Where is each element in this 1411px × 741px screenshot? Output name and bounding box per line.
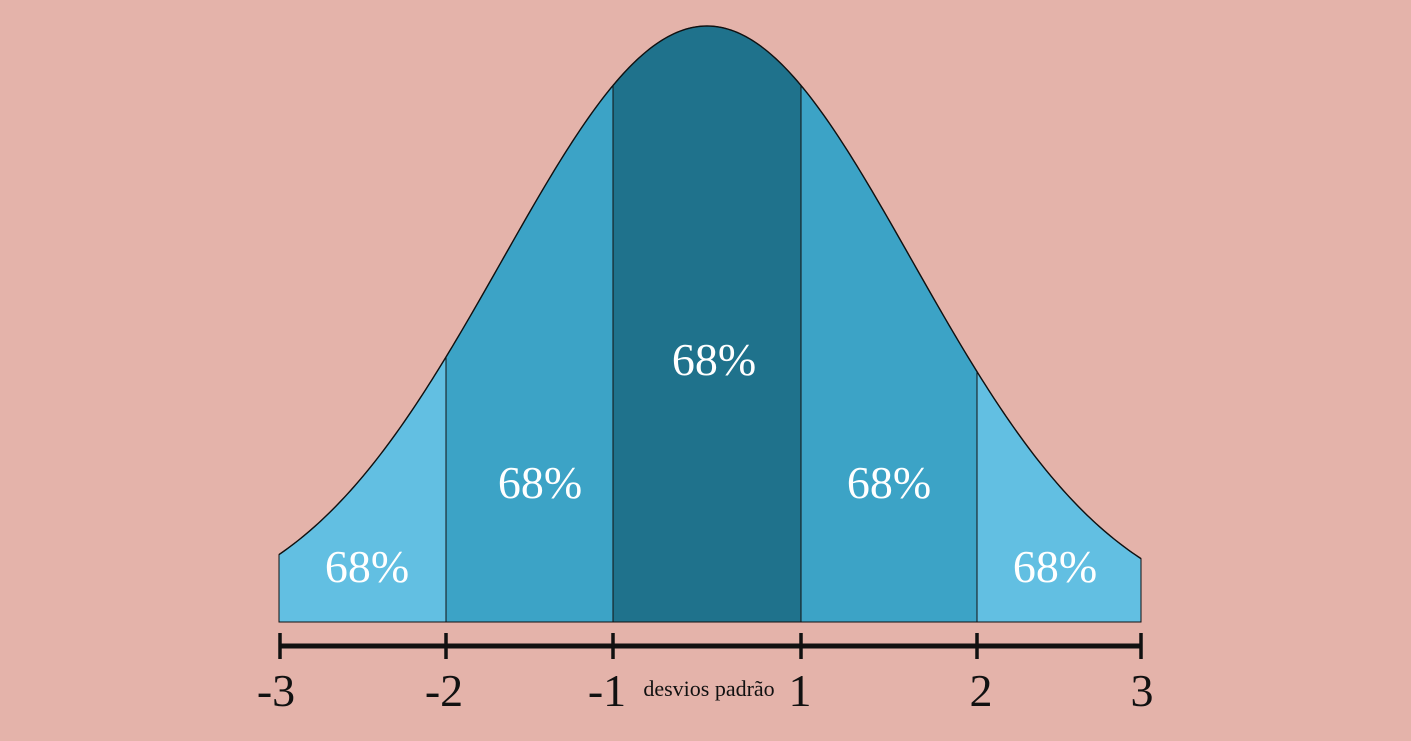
axis: -3 -2 -1 1 2 3 desvios padrão [257, 633, 1154, 716]
tick-label: -1 [588, 665, 626, 716]
tick-label: -2 [425, 665, 463, 716]
region-label-center: 68% [672, 334, 756, 385]
tick-label: 2 [970, 665, 993, 716]
tick-label: 3 [1131, 665, 1154, 716]
region-labels: 68% 68% 68% 68% 68% [325, 334, 1097, 592]
bell-curve-outline [278, 25, 1142, 560]
tick-label: 1 [789, 665, 812, 716]
region-label-outer-right: 68% [1013, 541, 1097, 592]
region-label-inner-left: 68% [498, 457, 582, 508]
region-label-inner-right: 68% [847, 457, 931, 508]
region-center [612, 25, 802, 623]
axis-title: desvios padrão [643, 676, 774, 701]
tick-label: -3 [257, 665, 295, 716]
region-label-outer-left: 68% [325, 541, 409, 592]
